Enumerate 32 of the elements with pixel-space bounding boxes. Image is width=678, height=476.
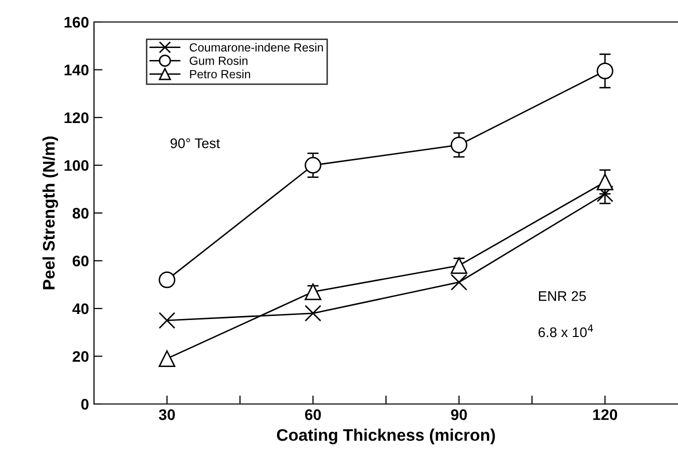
y-tick-label: 160: [64, 16, 89, 28]
y-tick-label: 40: [72, 303, 89, 314]
point: [596, 174, 614, 190]
legend-label: Petro Resin: [190, 70, 250, 78]
x-tick-label: 120: [593, 409, 618, 420]
point: [304, 304, 322, 322]
point: [596, 62, 614, 80]
point: [158, 272, 176, 288]
point: [158, 312, 176, 329]
legend-label: Coumarone-indene Resin: [190, 42, 323, 52]
point: [450, 136, 468, 154]
legend-label: Gum Rosin: [190, 56, 248, 65]
annotation: ENR 25: [538, 291, 586, 301]
point: [450, 257, 468, 274]
x-tick-label: 30: [158, 409, 175, 420]
point: [304, 156, 322, 174]
y-tick-label: 80: [72, 208, 89, 219]
y-tick-label: 20: [72, 351, 89, 362]
point: [158, 350, 176, 367]
point: [450, 274, 468, 291]
x-tick-label: 90: [451, 409, 467, 420]
y-tick-label: 100: [64, 160, 89, 171]
y-tick-label: 140: [64, 64, 89, 76]
annotation: 6.8 x 10$^{4}$: [538, 324, 594, 338]
y-tick-label: 60: [72, 256, 89, 266]
x-tick-label: 60: [305, 409, 321, 420]
x-axis-title: Coating Thickness (micron): [276, 428, 495, 444]
y-axis-title: Peel Strength (N/m): [42, 136, 58, 290]
point: [304, 283, 322, 300]
y-tick-label: 120: [64, 112, 89, 124]
annotation: 90° Test: [170, 138, 220, 148]
y-tick-label: 0: [81, 398, 89, 410]
